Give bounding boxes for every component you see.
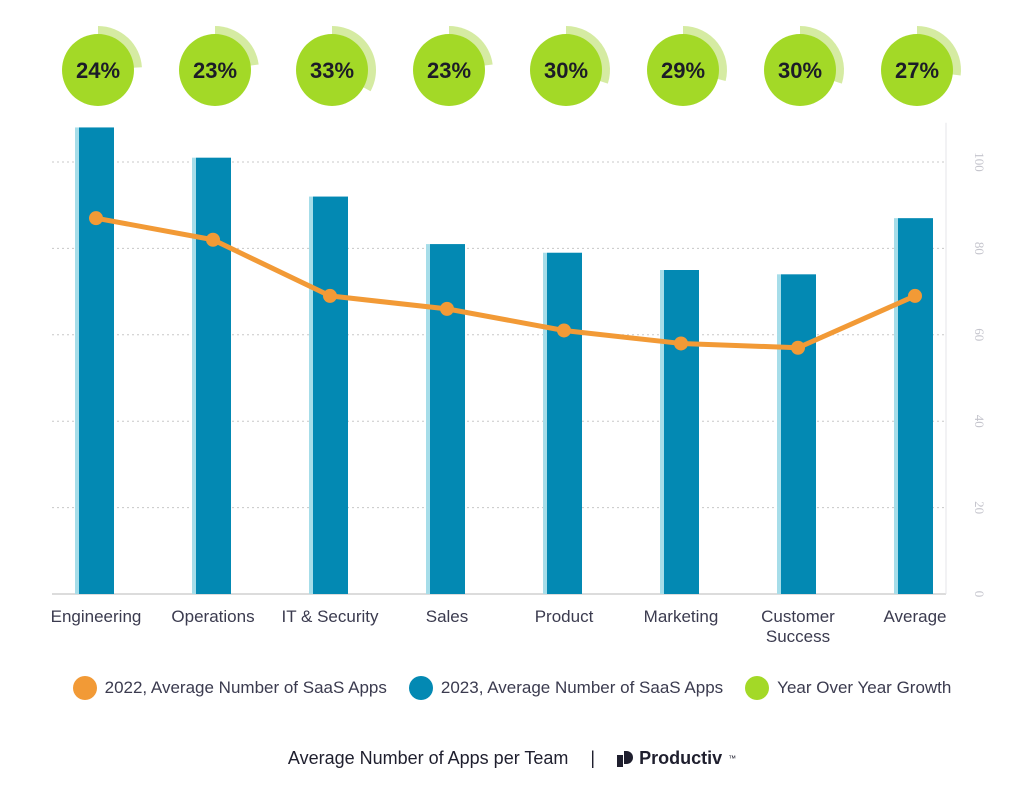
line-point bbox=[908, 288, 922, 303]
x-tick-label: Product bbox=[535, 607, 594, 626]
footer-title: Average Number of Apps per Team bbox=[287, 748, 569, 768]
bar-highlight bbox=[192, 157, 196, 594]
growth-label: 33% bbox=[310, 58, 354, 83]
brand: Productiv ™ bbox=[617, 748, 736, 769]
brand-name: Productiv bbox=[639, 748, 723, 768]
x-tick-label: Marketing bbox=[644, 607, 719, 626]
legend-swatch-2022 bbox=[72, 676, 97, 700]
legend-item-growth: Year Over Year Growth bbox=[745, 676, 951, 700]
x-tick-label: Customer bbox=[761, 607, 835, 626]
growth-badge bbox=[296, 34, 368, 106]
growth-label: 23% bbox=[193, 58, 237, 83]
line-point bbox=[206, 232, 220, 247]
growth-label: 27% bbox=[895, 58, 939, 83]
growth-label: 30% bbox=[778, 58, 822, 83]
bar-highlight bbox=[309, 196, 313, 594]
bar-highlight bbox=[75, 127, 79, 594]
bar-highlight bbox=[426, 244, 430, 594]
growth-label: 29% bbox=[661, 58, 705, 83]
bar-highlight bbox=[777, 274, 781, 594]
growth-badge bbox=[179, 34, 251, 106]
line-series-2022 bbox=[93, 215, 918, 351]
growth-badge bbox=[413, 34, 485, 106]
y-tick-label: 0 bbox=[972, 591, 987, 598]
legend-item-2022: 2022, Average Number of SaaS Apps bbox=[72, 676, 387, 700]
y-tick-label: 100 bbox=[972, 152, 987, 172]
x-tick-label: Average bbox=[883, 607, 946, 626]
chart: 0 20 40 60 80 100 Engineering Operations IT & Se… bbox=[51, 26, 987, 646]
line-point bbox=[674, 336, 688, 351]
bar bbox=[781, 274, 816, 594]
x-tick-label: Operations bbox=[171, 607, 254, 626]
bar bbox=[664, 270, 699, 594]
growth-badge bbox=[647, 34, 719, 106]
footer: Average Number of Apps per Team | Produc… bbox=[0, 748, 1024, 769]
legend: 2022, Average Number of SaaS Apps 2023, … bbox=[0, 676, 1024, 700]
y-tick-label: 40 bbox=[972, 415, 987, 428]
line-point bbox=[89, 211, 103, 226]
y-tick-label: 60 bbox=[972, 328, 987, 341]
growth-label: 30% bbox=[544, 58, 588, 83]
bar-highlight bbox=[543, 252, 547, 594]
brand-trademark: ™ bbox=[728, 754, 737, 763]
x-tick-label: Success bbox=[766, 627, 830, 646]
bar bbox=[313, 196, 348, 594]
line-point bbox=[323, 288, 337, 303]
growth-badge bbox=[530, 34, 602, 106]
line-point bbox=[557, 323, 571, 338]
legend-label-2022: 2022, Average Number of SaaS Apps bbox=[104, 678, 387, 697]
x-tick-label: Engineering bbox=[51, 607, 142, 626]
x-tick-label: IT & Security bbox=[282, 607, 379, 626]
footer-separator: | bbox=[590, 748, 596, 768]
growth-label: 24% bbox=[76, 58, 120, 83]
y-tick-label: 80 bbox=[972, 242, 987, 255]
line-point bbox=[440, 301, 454, 316]
bar-highlight bbox=[894, 218, 898, 594]
bar bbox=[196, 157, 231, 594]
bar bbox=[898, 218, 933, 594]
legend-label-growth: Year Over Year Growth bbox=[777, 678, 952, 697]
bar-highlight bbox=[660, 270, 664, 594]
growth-badge bbox=[764, 34, 836, 106]
legend-label-2023: 2023, Average Number of SaaS Apps bbox=[440, 678, 724, 697]
line-point bbox=[791, 340, 805, 355]
bar bbox=[79, 127, 114, 594]
productiv-logo-icon bbox=[617, 750, 634, 767]
x-tick-label: Sales bbox=[426, 607, 469, 626]
legend-swatch-growth bbox=[745, 676, 770, 700]
growth-badge bbox=[62, 34, 134, 106]
growth-badge bbox=[881, 34, 953, 106]
bar bbox=[547, 252, 582, 594]
legend-swatch-2023 bbox=[408, 676, 433, 700]
growth-label: 23% bbox=[427, 58, 471, 83]
bar bbox=[430, 244, 465, 594]
legend-item-2023: 2023, Average Number of SaaS Apps bbox=[408, 676, 724, 700]
y-tick-label: 20 bbox=[972, 501, 987, 514]
